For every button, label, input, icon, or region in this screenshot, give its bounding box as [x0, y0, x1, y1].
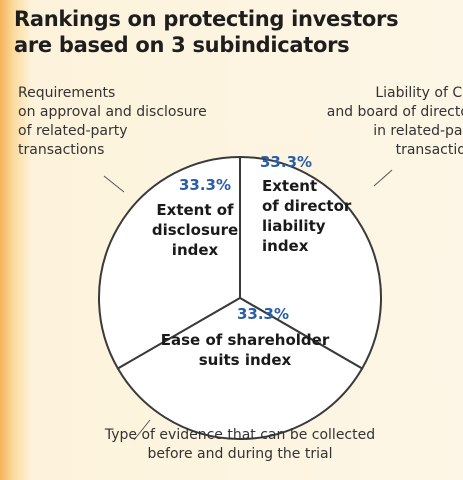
pie-slice [116, 296, 364, 441]
slice-label: Extent of disclosure index [151, 201, 239, 259]
leader-line [103, 175, 125, 193]
value-label: 33.3% [178, 176, 232, 194]
pie-slice [239, 155, 382, 370]
annotation: Type of evidence that can be collected b… [104, 427, 376, 462]
slice-label: Extent of director liability index [262, 177, 352, 255]
slice-label: Ease of shareholder suits index [160, 331, 330, 369]
leader-line [133, 419, 151, 441]
chart-title: Rankings on protecting investors are bas… [14, 7, 399, 57]
value-label: 33.3% [236, 305, 290, 323]
value-label: 33.3% [260, 153, 313, 171]
leader-line [373, 169, 393, 187]
pie-slice [98, 155, 241, 370]
annotation: Liability of CEO and board of directors … [326, 85, 463, 158]
annotation: Requirements on approval and disclosure … [18, 85, 207, 158]
